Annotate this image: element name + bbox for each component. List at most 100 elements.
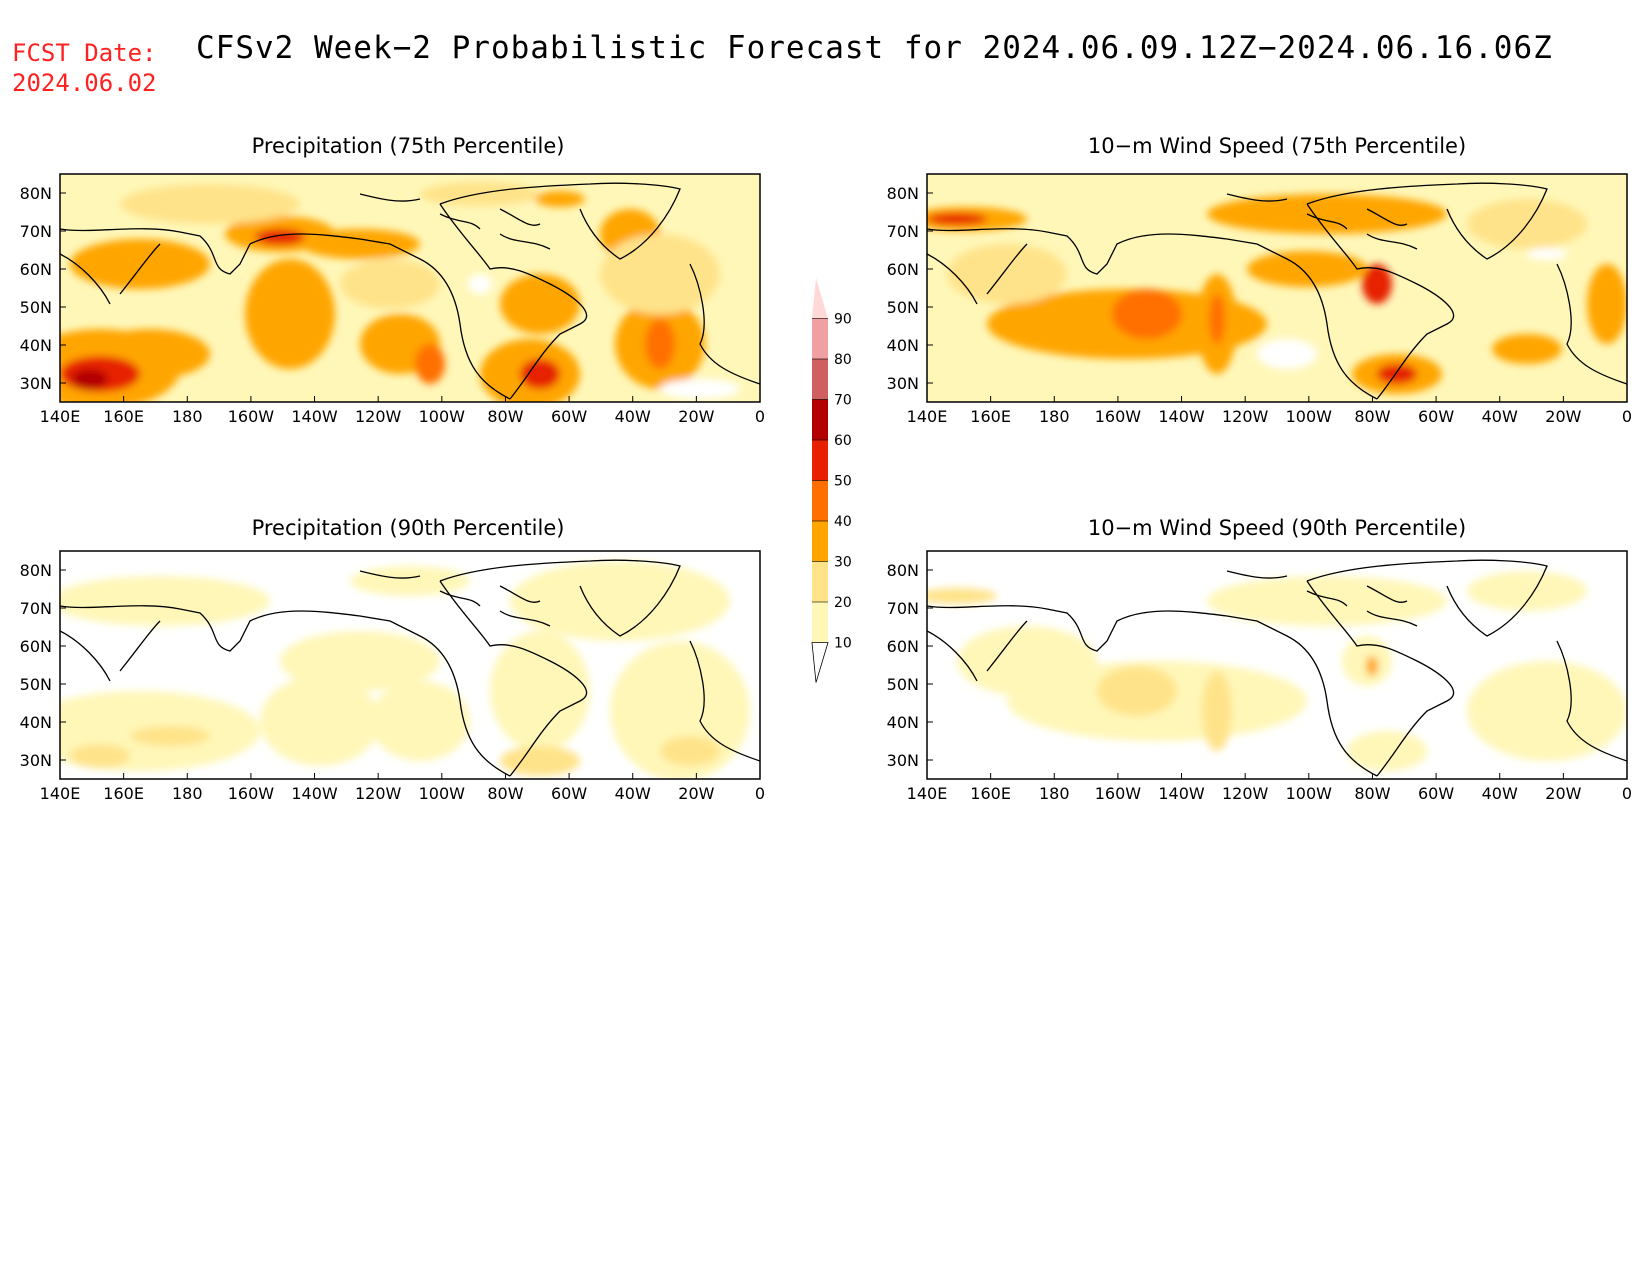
panel-title: Precipitation (75th Percentile)	[252, 134, 565, 158]
lon-tick-label: 160W	[1095, 407, 1142, 426]
lon-tick-label: 40W	[1482, 407, 1518, 426]
map-area	[60, 174, 760, 402]
lon-tick-label: 160E	[103, 784, 144, 803]
lat-tick-label: 60N	[887, 260, 919, 279]
lat-tick-label: 40N	[20, 713, 52, 732]
colorbar-label: 50	[834, 474, 852, 490]
lat-tick-label: 30N	[887, 374, 919, 393]
colorbar-band	[812, 318, 828, 359]
lat-tick-label: 80N	[20, 184, 52, 203]
panel-title: Precipitation (90th Percentile)	[252, 516, 565, 540]
lon-tick-label: 100W	[1286, 407, 1333, 426]
colorbar-label: 20	[834, 595, 852, 611]
lon-tick-label: 0	[1622, 784, 1632, 803]
forecast-date-value: 2024.06.02	[12, 69, 157, 97]
lat-tick-label: 40N	[887, 336, 919, 355]
lon-tick-label: 140W	[1158, 784, 1205, 803]
lon-tick-label: 100W	[1286, 784, 1333, 803]
panel-title: 10−m Wind Speed (75th Percentile)	[1088, 134, 1466, 158]
panel-title: 10−m Wind Speed (90th Percentile)	[1088, 516, 1466, 540]
lon-tick-label: 0	[1622, 407, 1632, 426]
lat-tick-label: 50N	[887, 298, 919, 317]
lat-tick-label: 70N	[887, 599, 919, 618]
lon-tick-label: 160E	[103, 407, 144, 426]
lon-tick-label: 160E	[970, 784, 1011, 803]
map-area	[927, 551, 1627, 779]
lon-tick-label: 140E	[40, 784, 81, 803]
colorbar-band	[812, 602, 828, 643]
lon-tick-label: 60W	[1418, 407, 1454, 426]
lat-tick-label: 30N	[20, 751, 52, 770]
lat-tick-label: 80N	[887, 561, 919, 580]
lat-axis: 80N 70N 60N 50N 40N 30N	[20, 184, 66, 393]
lon-tick-label: 100W	[419, 784, 466, 803]
lat-tick-label: 60N	[20, 260, 52, 279]
lon-tick-label: 120W	[1222, 407, 1269, 426]
panel-wind-90: 10−m Wind Speed (90th Percentile)	[887, 516, 1632, 803]
lon-tick-label: 80W	[1354, 407, 1390, 426]
lon-axis: 140E 160E 180 160W 140W 120W 100W 80W 60W 40W 20W 0	[40, 396, 765, 426]
lat-tick-label: 30N	[20, 374, 52, 393]
colorbar-label: 60	[834, 433, 852, 449]
lon-tick-label: 20W	[678, 784, 714, 803]
forecast-date: FCST Date: 2024.06.02	[12, 38, 157, 98]
lat-tick-label: 40N	[887, 713, 919, 732]
colorbar-band	[812, 440, 828, 481]
colorbar-label: 90	[834, 312, 852, 328]
lat-tick-label: 30N	[887, 751, 919, 770]
lon-tick-label: 140W	[291, 784, 338, 803]
colorbar-band	[812, 521, 828, 562]
lat-tick-label: 50N	[887, 675, 919, 694]
colorbar-band	[812, 561, 828, 602]
map-area	[927, 174, 1627, 402]
lon-tick-label: 160W	[228, 407, 275, 426]
lat-tick-label: 70N	[20, 222, 52, 241]
lon-tick-label: 20W	[1545, 784, 1581, 803]
lon-tick-label: 180	[172, 407, 203, 426]
map-area	[60, 551, 760, 779]
lat-axis: 80N 70N 60N 50N 40N 30N	[887, 561, 933, 770]
lon-axis: 140E 160E 180 160W 140W 120W 100W 80W 60W 40W 20W 0	[40, 773, 765, 803]
colorbar: 10 20 30 40 50 60 70 80 90	[811, 278, 852, 683]
lon-tick-label: 100W	[419, 407, 466, 426]
lon-tick-label: 180	[172, 784, 203, 803]
map-frame	[59, 550, 761, 780]
colorbar-label: 80	[834, 352, 852, 368]
lon-tick-label: 60W	[551, 407, 587, 426]
lat-tick-label: 70N	[887, 222, 919, 241]
lat-tick-label: 80N	[20, 561, 52, 580]
lon-tick-label: 140E	[907, 407, 948, 426]
colorbar-lower-cap	[811, 642, 829, 683]
panel-wind-75: 10−m Wind Speed (75th Percentile)	[887, 134, 1632, 426]
lon-tick-label: 180	[1039, 784, 1070, 803]
lat-tick-label: 50N	[20, 298, 52, 317]
lon-axis: 140E 160E 180 160W 140W 120W 100W 80W 60W 40W 20W 0	[907, 396, 1632, 426]
lon-tick-label: 120W	[355, 407, 402, 426]
lon-tick-label: 20W	[678, 407, 714, 426]
lat-tick-label: 40N	[20, 336, 52, 355]
lon-tick-label: 140W	[1158, 407, 1205, 426]
panel-precip-90: Precipitation (90th Percentile)	[20, 516, 765, 803]
lon-tick-label: 0	[755, 784, 765, 803]
lat-tick-label: 60N	[20, 637, 52, 656]
lon-tick-label: 160W	[1095, 784, 1142, 803]
colorbar-label: 40	[834, 514, 852, 530]
lon-axis: 140E 160E 180 160W 140W 120W 100W 80W 60W 40W 20W 0	[907, 773, 1632, 803]
lon-tick-label: 140W	[291, 407, 338, 426]
panel-precip-75: Precipitation (75th Percentile)	[20, 134, 765, 426]
lat-tick-label: 70N	[20, 599, 52, 618]
lon-tick-label: 80W	[487, 407, 523, 426]
colorbar-label: 30	[834, 555, 852, 571]
lon-tick-label: 80W	[487, 784, 523, 803]
lon-tick-label: 20W	[1545, 407, 1581, 426]
lon-tick-label: 140E	[907, 784, 948, 803]
colorbar-band	[812, 359, 828, 400]
colorbar-band	[812, 399, 828, 440]
lat-axis: 80N 70N 60N 50N 40N 30N	[887, 184, 933, 393]
lon-tick-label: 120W	[355, 784, 402, 803]
lon-tick-label: 60W	[1418, 784, 1454, 803]
map-frame	[59, 173, 761, 403]
forecast-date-label: FCST Date:	[12, 39, 157, 67]
lon-tick-label: 60W	[551, 784, 587, 803]
lat-tick-label: 60N	[887, 637, 919, 656]
